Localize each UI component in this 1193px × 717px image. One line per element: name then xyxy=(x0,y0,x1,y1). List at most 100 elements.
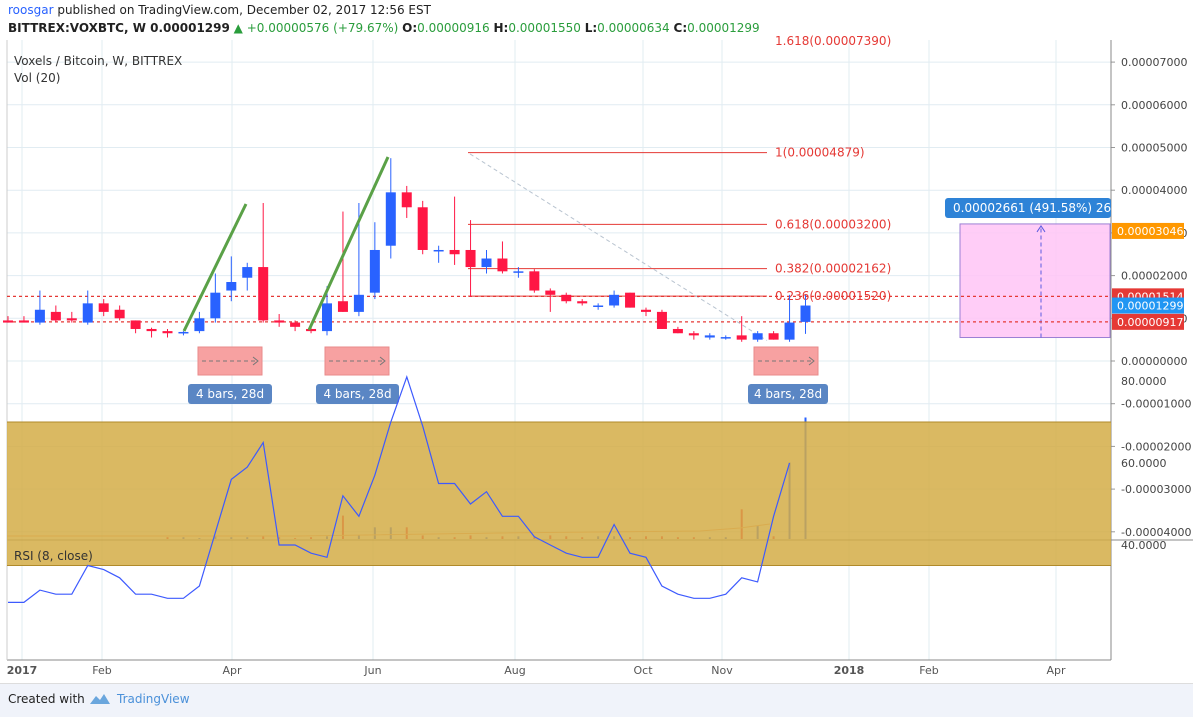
price-label-bg xyxy=(1112,313,1184,330)
open-value: 0.00000916 xyxy=(417,21,490,35)
candle-body xyxy=(306,328,317,332)
candle-body xyxy=(34,309,45,323)
tradingview-logo-icon[interactable] xyxy=(88,691,112,707)
candle-body xyxy=(18,320,29,323)
rsi-tick-label: 60.0000 xyxy=(1121,457,1167,470)
candle-body xyxy=(800,305,811,322)
low-label: L: xyxy=(584,21,598,35)
symbol-text: BITTREX:VOXBTC, W 0.00001299 xyxy=(8,21,230,35)
bar-range-label: 4 bars, 28d xyxy=(196,387,264,401)
candle-body xyxy=(641,309,651,312)
candle-body xyxy=(625,292,636,308)
fib-level-label: 0.618(0.00003200) xyxy=(775,217,891,231)
close-label: C: xyxy=(673,21,688,35)
chart-subtitle: Vol (20) xyxy=(14,71,60,85)
ohlc-line: BITTREX:VOXBTC, W 0.00001299 ▲ +0.000005… xyxy=(8,21,760,35)
bar-range-label-bg xyxy=(188,384,272,404)
candle-body xyxy=(513,271,524,273)
chart-canvas[interactable]: 2017 Feb Apr Jun Aug Oct Nov 2018 Feb Apr 0.000070… xyxy=(0,0,1193,683)
candle-body xyxy=(82,303,93,323)
candle-body xyxy=(258,267,269,321)
candle-body xyxy=(465,249,476,268)
y-tick-label: -0.00004000 xyxy=(1121,526,1191,539)
y-tick-label: 0.00006000 xyxy=(1121,99,1187,112)
rsi-line xyxy=(8,375,791,603)
candle-body xyxy=(337,301,348,312)
rsi-tick-label: 80.0000 xyxy=(1121,375,1167,388)
measure-label: 0.00002661 (491.58%) 26 xyxy=(953,201,1111,215)
candle-body xyxy=(417,207,428,250)
y-tick-label: 0.00007000 xyxy=(1121,56,1187,69)
rsi-band xyxy=(7,422,1111,566)
rsi-title: RSI (8, close) xyxy=(14,549,93,563)
candle-body xyxy=(497,258,508,272)
price-label-bg xyxy=(1112,222,1184,239)
candle-body xyxy=(385,192,396,246)
up-arrow-icon: ▲ xyxy=(233,21,243,35)
bar-range-label: 4 bars, 28d xyxy=(754,387,822,401)
change-text: +0.00000576 (+79.67%) xyxy=(246,21,399,35)
candle-body xyxy=(178,331,189,334)
candle-body xyxy=(162,331,173,334)
candle-body xyxy=(561,294,572,302)
trendline xyxy=(182,203,248,332)
candle-body xyxy=(210,292,221,319)
x-tick-label: 2018 xyxy=(834,664,865,677)
close-value: 0.00001299 xyxy=(687,21,760,35)
author-link[interactable]: roosgar xyxy=(8,3,54,17)
price-label: 0.00003046 xyxy=(1117,225,1183,238)
tradingview-link[interactable]: TradingView xyxy=(117,692,190,706)
y-tick-label: 0.00005000 xyxy=(1121,142,1187,155)
candle-body xyxy=(242,267,253,278)
y-tick-label: -0.00002000 xyxy=(1121,440,1191,453)
fib-level-label: 1.618(0.00007390) xyxy=(775,34,891,48)
open-label: O: xyxy=(402,21,418,35)
candle-body xyxy=(577,301,588,304)
candle-body xyxy=(66,318,77,321)
candle-body xyxy=(114,309,125,319)
bar-range-label: 4 bars, 28d xyxy=(323,387,391,401)
candle-body xyxy=(322,303,332,332)
candle-body xyxy=(98,303,109,312)
candle-body xyxy=(194,318,205,332)
candle-body xyxy=(688,333,699,336)
measure-label-bg xyxy=(945,198,1111,218)
created-with-text: Created with xyxy=(8,692,85,706)
candle-body xyxy=(449,249,460,255)
candle-body xyxy=(736,335,747,340)
footer: Created with TradingView xyxy=(0,683,1193,717)
x-tick-label: 2017 xyxy=(7,664,38,677)
fib-level-label: 1(0.00004879) xyxy=(775,146,865,160)
x-tick-label: Jun xyxy=(363,664,381,677)
measure-arrow-head xyxy=(1036,225,1046,233)
price-label: 0.00000917 xyxy=(1117,316,1183,329)
high-label: H: xyxy=(493,21,509,35)
bar-range-label-bg xyxy=(316,384,399,404)
y-tick-label: -0.00003000 xyxy=(1121,483,1191,496)
candle-body xyxy=(609,294,620,306)
publish-line: roosgar published on TradingView.com, De… xyxy=(8,3,431,17)
candle-body xyxy=(481,258,492,268)
candle-body xyxy=(529,271,540,291)
bar-range-arrow-head xyxy=(808,356,815,366)
candle-body xyxy=(274,320,285,323)
candle-body xyxy=(656,311,667,329)
fib-level-label: 0.382(0.00002162) xyxy=(775,262,891,276)
rsi-tick-label: 40.0000 xyxy=(1121,539,1167,552)
x-tick-label: Apr xyxy=(222,664,242,677)
bar-range-label-bg xyxy=(748,384,828,404)
x-tick-label: Feb xyxy=(92,664,111,677)
trendline xyxy=(307,156,390,331)
x-tick-label: Nov xyxy=(711,664,733,677)
publish-text: published on TradingView.com, December 0… xyxy=(53,3,431,17)
candle-body xyxy=(353,294,364,312)
x-tick-label: Apr xyxy=(1046,664,1066,677)
candle-body xyxy=(369,249,380,293)
fib-level-label: 0.236(0.00001520) xyxy=(775,289,891,303)
candle-body xyxy=(50,311,61,321)
x-tick-label: Oct xyxy=(633,664,653,677)
candle-body xyxy=(784,322,795,340)
bar-range-arrow-head xyxy=(252,356,259,366)
low-value: 0.00000634 xyxy=(597,21,670,35)
